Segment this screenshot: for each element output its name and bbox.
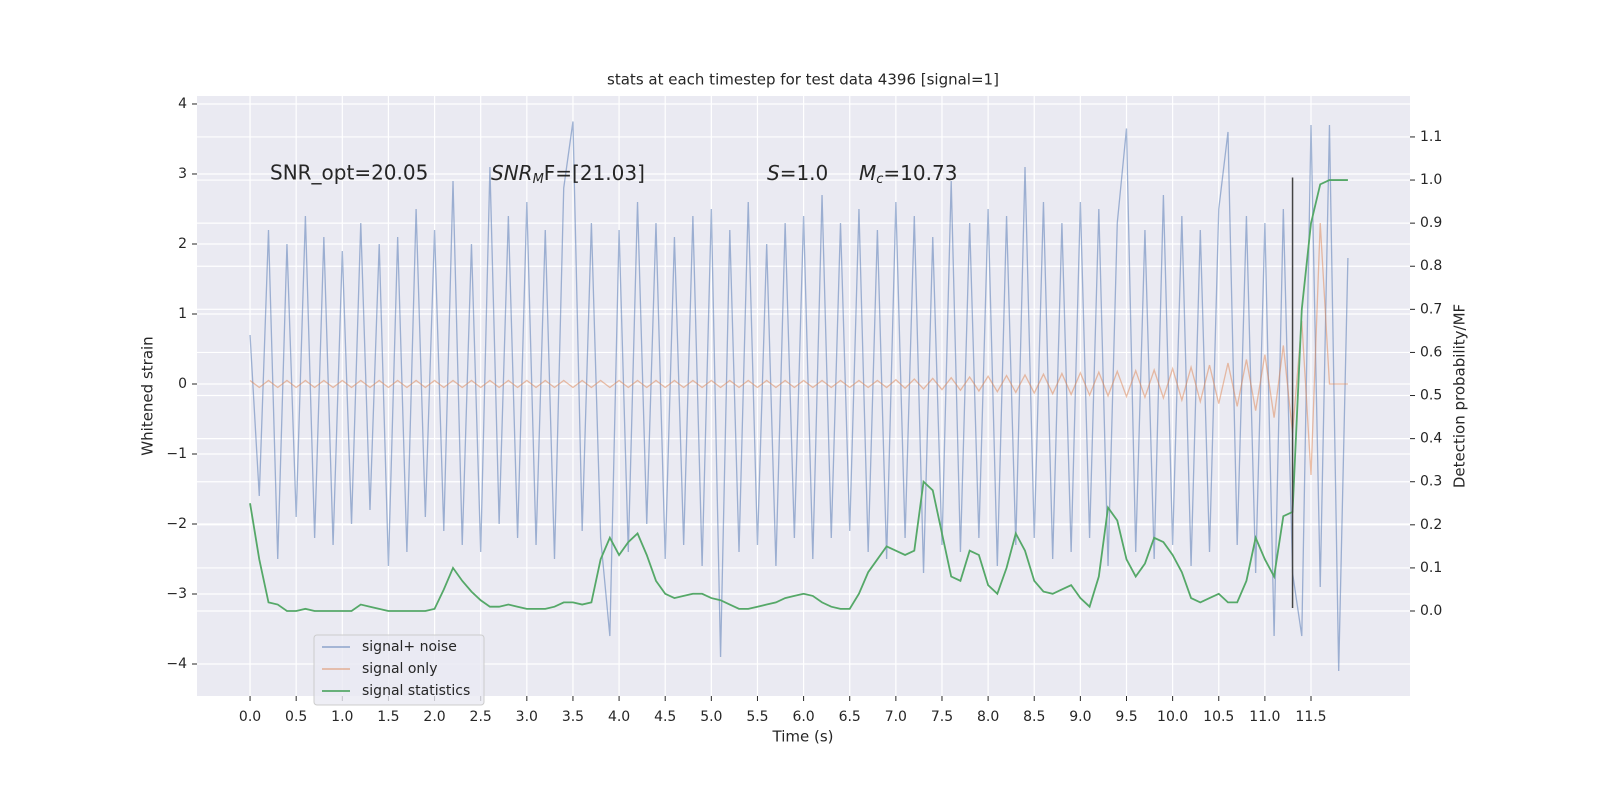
x-tick-label: 0.5	[285, 709, 307, 725]
y2-tick-label: 0.9	[1420, 215, 1442, 231]
y-tick-label: −1	[166, 446, 187, 462]
annotation-part: M	[533, 172, 544, 187]
x-tick-label: 2.5	[470, 709, 492, 725]
y2-tick-label: 1.1	[1420, 129, 1442, 145]
annotation-part: c	[876, 172, 883, 187]
y2-tick-label: 0.8	[1420, 258, 1442, 274]
legend-label: signal+ noise	[362, 639, 457, 655]
y2-axis-label: Detection probability/MF	[1451, 304, 1469, 488]
y2-tick-label: 0.3	[1420, 474, 1442, 490]
series-line	[249, 222, 1348, 476]
x-tick-label: 10.0	[1157, 709, 1188, 725]
x-tick-label: 4.5	[654, 709, 676, 725]
legend-label: signal statistics	[362, 683, 470, 699]
x-tick-label: 11.0	[1249, 709, 1280, 725]
y2-tick-label: 0.6	[1420, 344, 1442, 360]
y-axis-label: Whitened strain	[139, 336, 157, 455]
y2-tick-label: 0.2	[1420, 517, 1442, 533]
y2-tick-label: 0.0	[1420, 603, 1442, 619]
y-tick-label: 3	[178, 166, 187, 182]
x-tick-label: 9.5	[1115, 709, 1137, 725]
chart-title: stats at each timestep for test data 439…	[607, 71, 999, 89]
x-tick-label: 6.0	[792, 709, 814, 725]
annotation-part: S	[767, 161, 780, 185]
y-tick-label: −4	[166, 656, 187, 672]
x-tick-label: 7.0	[885, 709, 907, 725]
x-tick-label: 3.0	[516, 709, 538, 725]
x-tick-label: 6.5	[839, 709, 861, 725]
x-tick-label: 1.0	[331, 709, 353, 725]
annotation: SNRMF=[21.03]	[491, 161, 645, 187]
x-axis-label: Time (s)	[772, 728, 834, 746]
y-tick-label: 1	[178, 306, 187, 322]
annotation: S=1.0	[767, 161, 828, 185]
x-tick-label: 5.5	[746, 709, 768, 725]
x-tick-label: 0.0	[239, 709, 261, 725]
y2-tick-label: 0.7	[1420, 301, 1442, 317]
annotation-part: F=[21.03]	[544, 161, 645, 185]
x-tick-label: 10.5	[1203, 709, 1234, 725]
y2-tick-label: 1.0	[1420, 172, 1442, 188]
annotation-part: =10.73	[883, 161, 957, 185]
y2-tick-label: 0.4	[1420, 431, 1442, 447]
annotation-part: M	[859, 161, 876, 185]
legend-label: signal only	[362, 661, 437, 677]
x-tick-label: 9.0	[1069, 709, 1091, 725]
y2-tick-label: 0.1	[1420, 560, 1442, 576]
legend: signal+ noise signal only signal statistic…	[313, 634, 485, 706]
grid	[197, 96, 1410, 696]
legend-box	[313, 634, 485, 706]
annotation: SNR_opt=20.05	[270, 161, 428, 185]
y-tick-label: 4	[178, 96, 187, 112]
marks	[249, 121, 1349, 672]
x-tick-label: 2.0	[423, 709, 445, 725]
y-tick-label: −3	[166, 586, 187, 602]
x-tick-label: 7.5	[931, 709, 953, 725]
x-tick-label: 5.0	[700, 709, 722, 725]
x-tick-label: 8.0	[977, 709, 999, 725]
y2-tick-label: 0.5	[1420, 388, 1442, 404]
y-tick-label: 2	[178, 236, 187, 252]
annotation-part: SNR	[491, 161, 533, 185]
series-line	[249, 121, 1349, 672]
x-tick-label: 8.5	[1023, 709, 1045, 725]
labels: 0.0 0.5 1.0 1.5 2.0 2.5 3.0 3.5 4.0 4.5 5.0 5.5 6.0 6…	[166, 96, 1442, 725]
y-tick-label: 0	[178, 376, 187, 392]
annotation: Mc=10.73	[859, 161, 957, 187]
x-tick-label: 3.5	[562, 709, 584, 725]
x-tick-label: 1.5	[377, 709, 399, 725]
x-tick-label: 4.0	[608, 709, 630, 725]
series-line	[249, 179, 1348, 612]
annotation-part: =1.0	[780, 161, 829, 185]
y-tick-label: −2	[166, 516, 187, 532]
x-tick-label: 11.5	[1295, 709, 1326, 725]
